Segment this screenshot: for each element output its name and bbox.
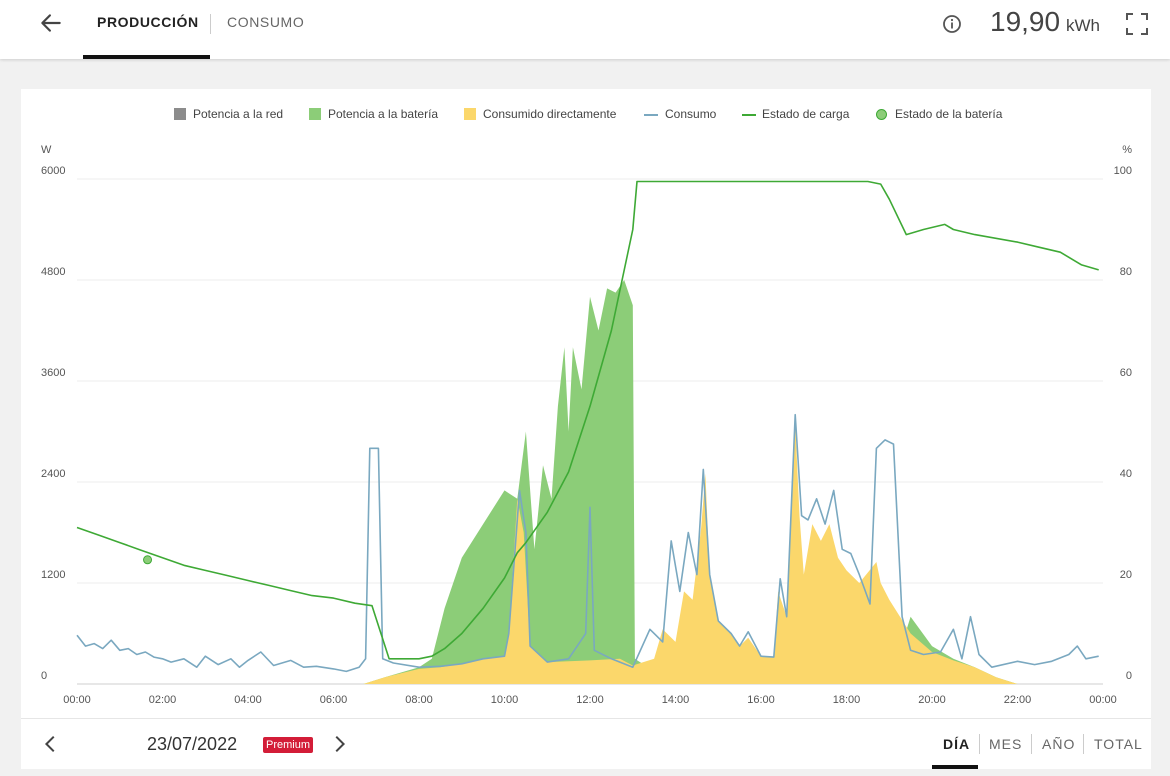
right-axis-tick-label: 60 [1120,367,1132,379]
premium-badge: Premium [263,737,314,753]
info-icon[interactable] [942,14,962,34]
arrow-left-icon[interactable] [38,10,64,36]
period-tab-ano[interactable]: AÑO [1042,736,1076,752]
right-axis-tick-label: 20 [1120,569,1132,581]
x-axis-tick-label: 12:00 [576,694,604,706]
x-axis-tick-label: 02:00 [149,694,177,706]
chevron-right-icon[interactable] [328,733,350,755]
left-axis-tick-label: 4800 [41,266,65,278]
legend-swatch-direct [464,108,476,120]
period-divider [979,734,980,754]
x-axis-tick-label: 06:00 [320,694,348,706]
x-axis-tick-label: 10:00 [491,694,519,706]
legend-label-consumption[interactable]: Consumo [665,107,717,121]
chart-areas [77,280,1103,684]
period-divider [1083,734,1084,754]
tab-produccion[interactable]: PRODUCCIÓN [97,14,199,30]
chart-axis-labels: 0 0 1200 20 2400 40 3600 60 4800 80 6000 100 W % 00:00… [41,144,1132,706]
left-axis-tick-label: 1200 [41,569,65,581]
tab-divider [210,14,211,34]
x-axis-tick-label: 18:00 [833,694,861,706]
legend-label-battery[interactable]: Potencia a la batería [328,107,439,121]
right-axis-tick-label: 0 [1126,670,1132,682]
x-axis-tick-label: 00:00 [1089,694,1117,706]
footer-divider [21,718,1151,719]
left-axis-unit: W [41,144,52,156]
active-period-indicator [932,765,978,769]
chart-lines [76,180,1099,673]
top-bar: PRODUCCIÓN CONSUMO 19,90 kWh [0,0,1170,59]
period-tab-total[interactable]: TOTAL [1094,736,1143,752]
left-axis-tick-label: 2400 [41,468,65,480]
x-axis-tick-label: 04:00 [234,694,262,706]
x-axis-tick-label: 14:00 [662,694,690,706]
legend-label-battery-state[interactable]: Estado de la batería [895,107,1003,121]
x-axis-tick-label: 16:00 [747,694,775,706]
right-axis-unit: % [1122,144,1132,156]
legend-label-soc[interactable]: Estado de carga [762,107,850,121]
legend-swatch-battery-state [876,109,887,120]
period-tab-mes[interactable]: MES [989,736,1023,752]
legend-swatch-battery [309,108,321,120]
right-axis-tick-label: 80 [1120,266,1132,278]
left-axis-tick-label: 0 [41,670,47,682]
tab-consumo[interactable]: CONSUMO [227,14,305,30]
battery-state-marker [143,555,153,565]
total-energy-unit: kWh [1066,16,1100,35]
x-axis-tick-label: 08:00 [405,694,433,706]
active-tab-indicator [83,55,210,59]
period-tab-dia[interactable]: DÍA [943,736,971,752]
period-divider [1031,734,1032,754]
left-axis-tick-label: 3600 [41,367,65,379]
legend-label-direct[interactable]: Consumido directamente [483,107,617,121]
left-axis-tick-label: 6000 [41,165,65,177]
fullscreen-icon[interactable] [1125,12,1149,36]
state-of-charge-line [76,180,1099,660]
x-axis-tick-label: 00:00 [63,694,91,706]
total-energy-value: 19,90 [990,6,1061,37]
battery-power-area [77,280,1103,684]
legend-label-red[interactable]: Potencia a la red [193,107,284,121]
legend-swatch-soc [742,114,756,116]
right-axis-tick-label: 100 [1114,165,1132,177]
legend-swatch-consumption [644,114,658,116]
x-axis-tick-label: 20:00 [918,694,946,706]
right-axis-tick-label: 40 [1120,468,1132,480]
date-label[interactable]: 23/07/2022 [147,734,238,754]
consumption-line [76,413,1099,673]
chevron-left-icon[interactable] [40,733,62,755]
legend-swatch-red [174,108,186,120]
x-axis-tick-label: 22:00 [1004,694,1032,706]
direct-consumption-area [77,423,1103,684]
